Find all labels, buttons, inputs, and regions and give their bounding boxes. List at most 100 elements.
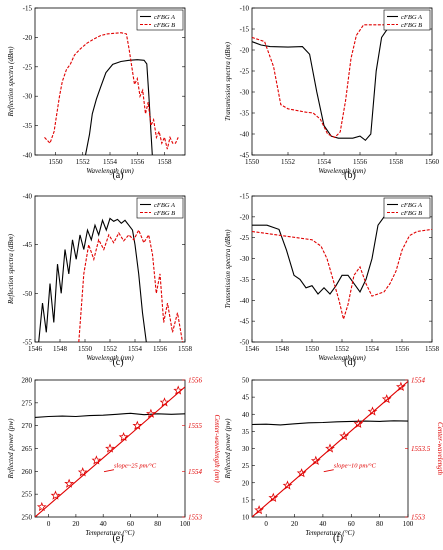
series-line [84,59,153,155]
panel-caption: (a) [112,170,123,181]
y-tick-label: 30 [242,445,250,453]
x-tick-label: 80 [154,520,162,528]
plot-area [38,217,184,342]
y-axis-label: Reflection spectra (dBm) [7,46,15,118]
plot-area [252,24,396,142]
series-line [38,217,147,342]
x-tick-label: 1552 [103,345,118,353]
y-tick-label: -35 [240,110,250,118]
x-tick-label: 100 [403,520,414,528]
x-tick-label: 1546 [245,345,260,353]
y-tick-label: -45 [23,241,33,249]
y-tick-label: -40 [23,152,33,160]
data-point-star [310,455,321,466]
y2-tick-label: 1553.5 [411,445,431,453]
panel-a: 1550 1552 1554 1556 1558 -40 -35 -30 -25 -20 -15 Wa… [7,5,186,181]
y-axis-label: Transmission spectra (dBm) [224,229,232,309]
data-point-star [173,385,184,395]
legend-label: cFBG B [154,22,175,29]
y2-tick-label: 1553 [188,514,203,522]
panel-d: 1546 1548 1550 1552 1554 1556 1558 -50 -45 -40 -35… [224,193,440,369]
x-tick-label: 1552 [76,158,91,166]
data-point-star [50,490,61,500]
y-tick-label: -15 [240,193,250,201]
x-tick-label: 60 [348,520,356,528]
x-tick-label: 1550 [48,158,63,166]
plot-area [252,214,432,322]
annotation-pointer [323,469,334,473]
panel-caption: (f) [333,533,343,544]
x-tick-label: 1556 [353,158,368,166]
x-tick-label: 80 [376,520,384,528]
y-axis-label: Transmission spectra (dBm) [224,41,232,121]
x-tick-label: 1550 [305,345,320,353]
x-tick-label: 1558 [158,158,173,166]
legend-label: cFBG A [154,202,175,209]
x-tick-label: 1556 [130,158,145,166]
legend-label: cFBG B [401,210,422,217]
y-axis-label: Reflected power (pw) [7,418,15,480]
legend-box [136,9,184,31]
legend-box [383,197,431,219]
data-point-star [132,420,143,430]
x-tick-label: 1552 [281,158,296,166]
y2-tick-label: 1556 [188,377,203,385]
y2-tick-label: 1553 [411,514,426,522]
x-axis-label: Wavelength (nm) [86,167,134,175]
panel-f: 0 20 40 60 80 100 10 15 20 25 30 35 40 45 50 1553 1553.5… [224,377,443,545]
data-point-star [268,492,279,503]
panel-caption: (d) [344,357,356,368]
x-tick-label: 1558 [178,345,193,353]
y-tick-label: -30 [240,89,250,97]
y-tick-label: -40 [240,297,250,305]
data-point-star [339,431,350,441]
y-tick-label: -45 [240,152,250,160]
x-tick-label: 1554 [317,158,332,166]
data-point-star [353,418,364,429]
y-tick-label: 280 [22,377,33,385]
plot-frame [251,7,433,156]
plot-area [35,385,185,517]
x-tick-label: 0 [47,520,51,528]
y-tick-label: 15 [242,496,250,504]
x-tick-label: 1554 [365,345,380,353]
slope-annotation: slope~10 pm/°C [334,463,377,470]
series-line [252,420,408,426]
plot-area [252,380,408,517]
y-tick-label: -30 [23,93,33,101]
x-tick-label: 40 [100,520,108,528]
y-tick-label: -25 [23,63,33,71]
y-tick-label: -40 [23,193,33,201]
y-tick-label: 265 [22,445,33,453]
y-tick-label: -50 [240,339,250,347]
panel-e: 0 20 40 60 80 100 250 255 260 265 270 275 280 1553 155… [7,377,221,545]
x-tick-label: 1546 [28,345,43,353]
y-tick-label: -15 [23,5,33,13]
y-tick-label: -25 [240,234,250,242]
y-tick-label: -20 [240,213,250,221]
y-tick-label: -20 [23,34,33,42]
y2-axis-label: Center-wavelength (nm) [213,414,221,483]
data-point-star [36,501,47,512]
data-point-star [64,478,74,488]
data-point-star [118,431,129,442]
x-tick-label: 1552 [335,345,350,353]
legend-label: cFBG A [401,202,422,209]
y2-tick-label: 1554 [188,468,203,476]
x-axis-label: Temperature (°C) [85,529,135,537]
x-tick-label: 20 [291,520,299,528]
legend-label: cFBG A [401,14,422,21]
x-tick-label: 60 [127,520,135,528]
y-tick-label: 270 [22,422,33,430]
y-tick-label: -40 [240,131,250,139]
data-point-star [77,467,88,477]
panel-caption: (e) [112,533,123,544]
y-tick-label: -35 [240,276,250,284]
x-tick-label: 1548 [53,345,68,353]
data-point-star [325,443,335,453]
y-tick-label: -15 [240,26,250,34]
y-tick-label: 25 [242,462,250,470]
legend-label: cFBG B [154,210,175,217]
plot-area [44,32,179,155]
